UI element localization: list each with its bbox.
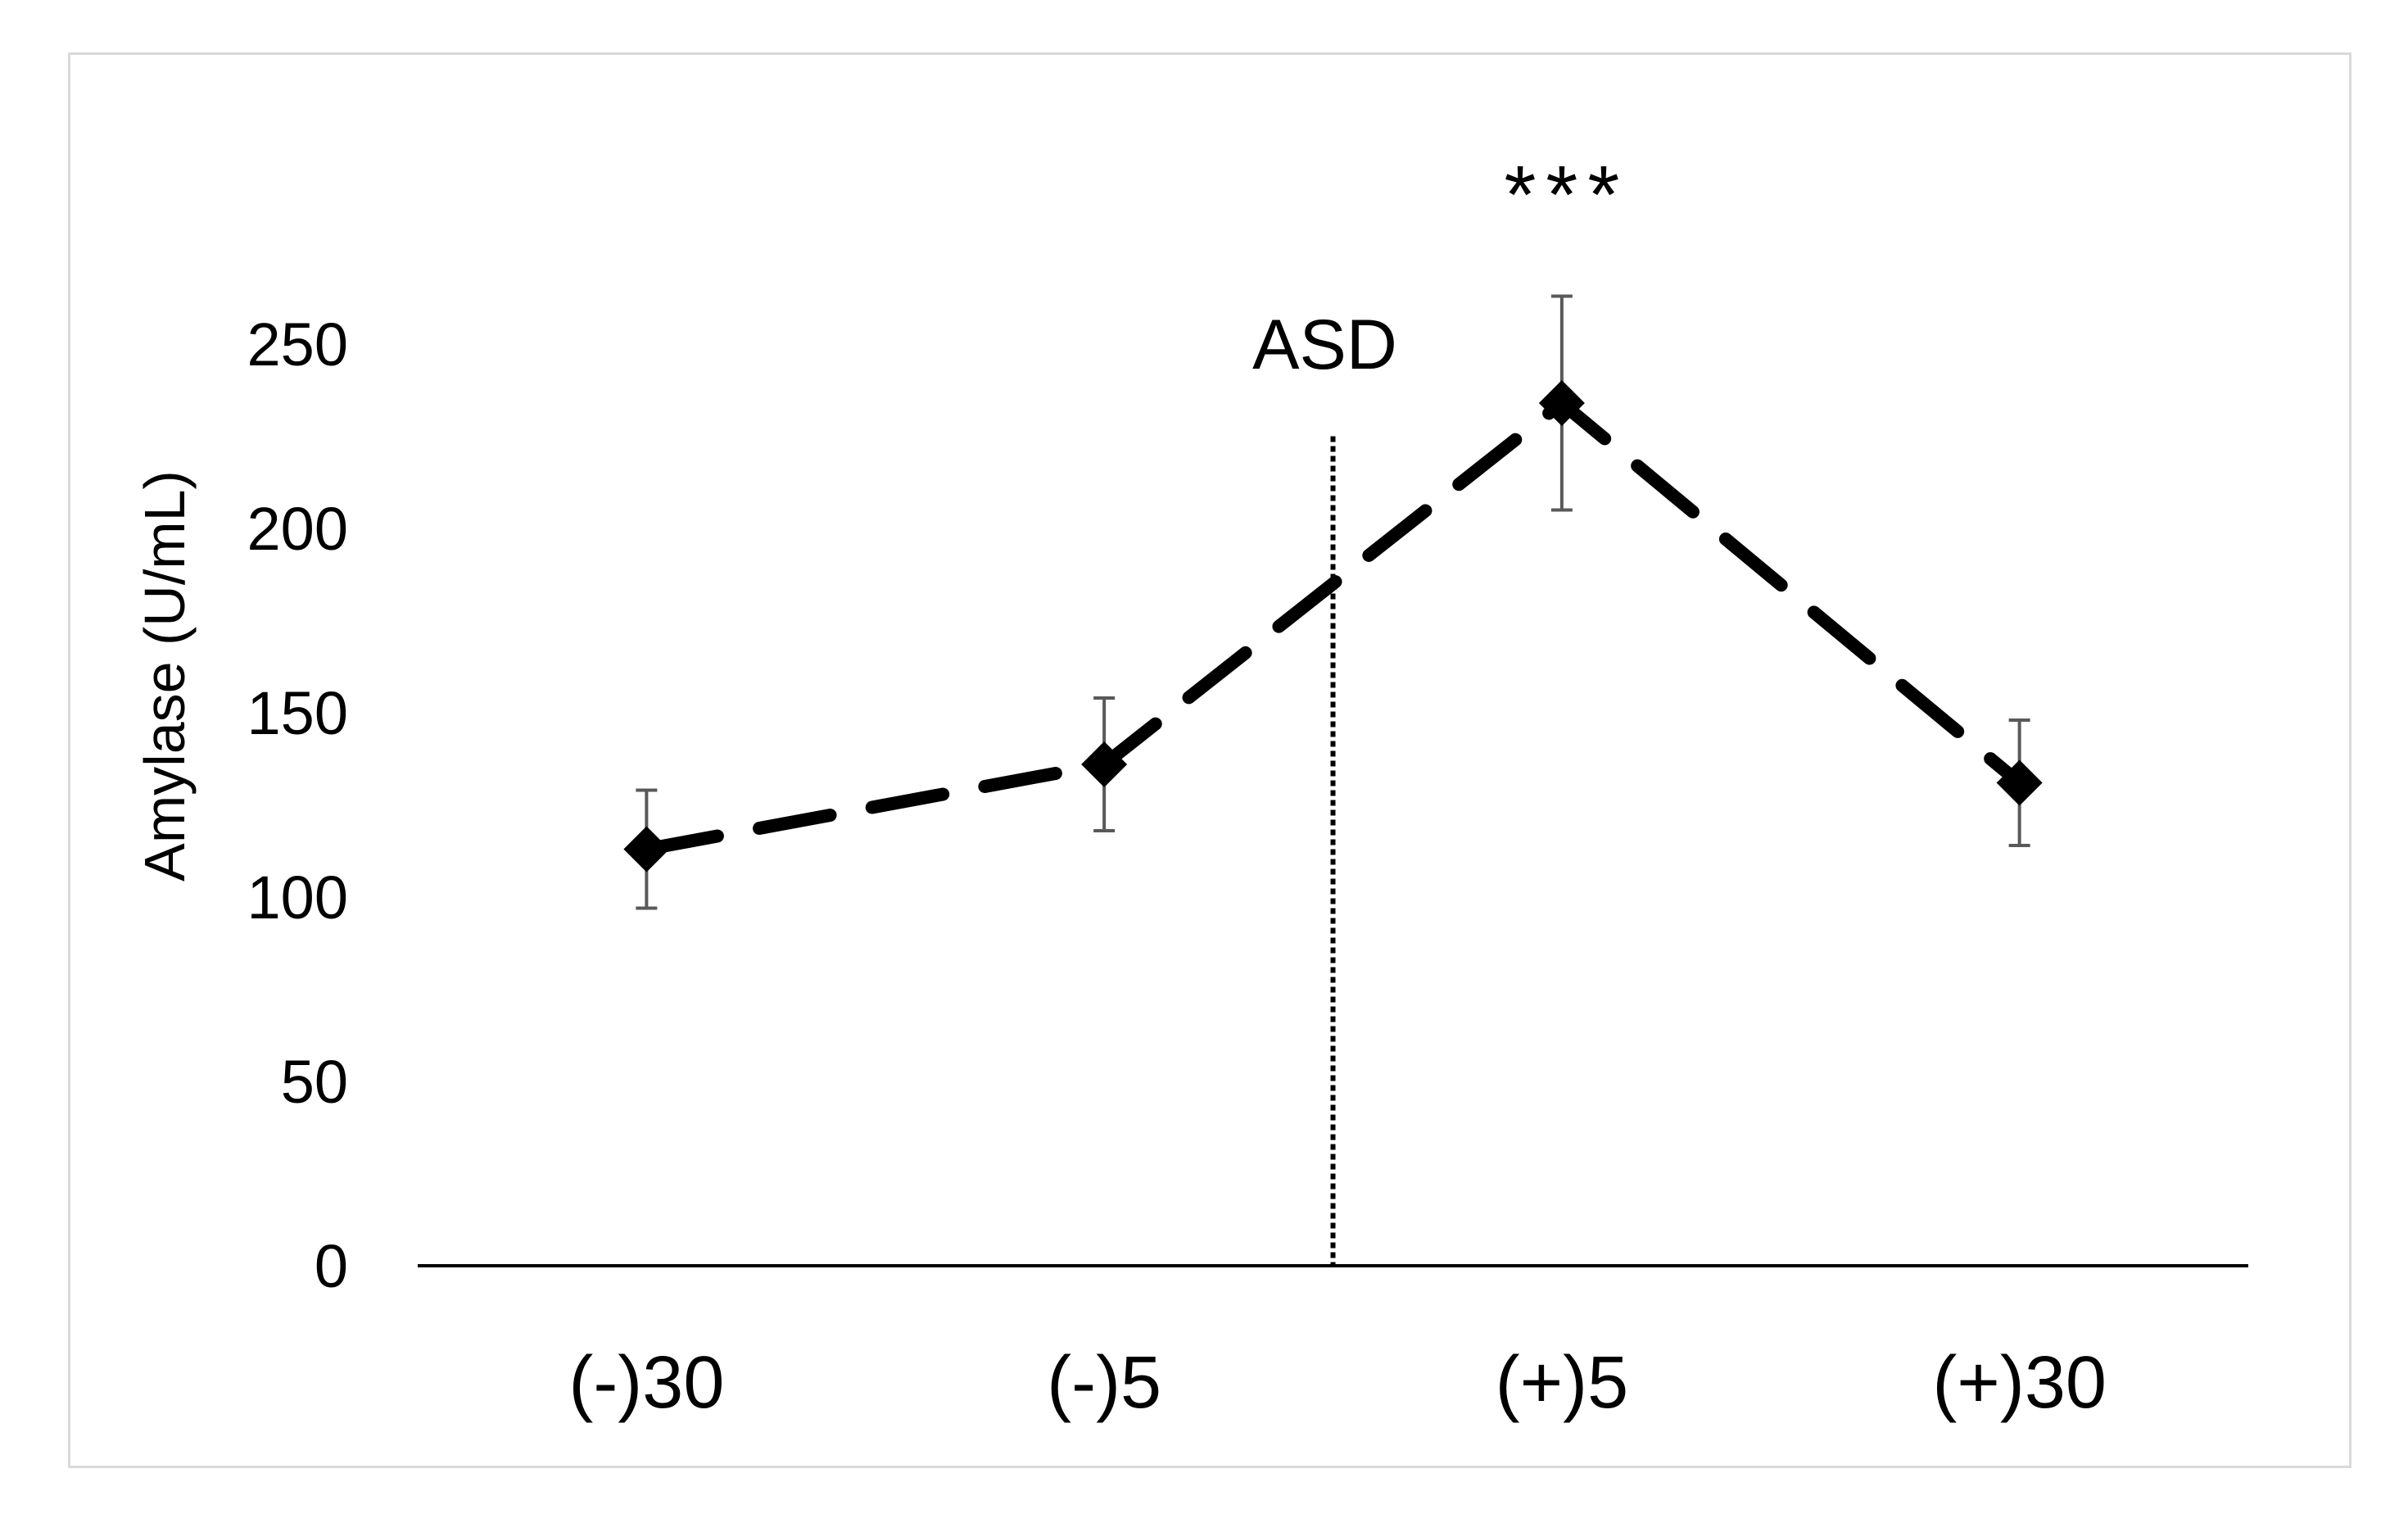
series-group: [623, 294, 2043, 910]
data-point-marker: [623, 826, 670, 873]
y-tick-label: 250: [247, 311, 348, 378]
significance-marker: ***: [1505, 149, 1630, 241]
chart-frame: [68, 52, 2351, 1468]
asd-label: ASD: [1252, 306, 1397, 384]
x-tick-label: (-)30: [568, 1342, 724, 1424]
y-tick-labels: 0 50 100 150 200 250: [247, 311, 348, 1300]
x-tick-label: (+)5: [1496, 1342, 1629, 1424]
y-tick-label: 200: [247, 495, 348, 563]
y-axis-title: Amylase (U/mL): [133, 470, 197, 882]
y-tick-label: 100: [247, 864, 348, 932]
data-point-marker: [1081, 741, 1128, 787]
x-tick-label: (+)30: [1932, 1342, 2107, 1424]
x-tick-labels: (-)30 (-)5 (+)5 (+)30: [568, 1342, 2107, 1424]
x-tick-label: (-)5: [1047, 1342, 1161, 1424]
data-point-marker: [1996, 759, 2043, 806]
data-point-marker: [1538, 380, 1585, 426]
y-tick-label: 50: [281, 1048, 348, 1116]
y-tick-label: 150: [247, 679, 348, 747]
series-line: [640, 397, 2026, 856]
y-tick-label: 0: [315, 1232, 348, 1300]
